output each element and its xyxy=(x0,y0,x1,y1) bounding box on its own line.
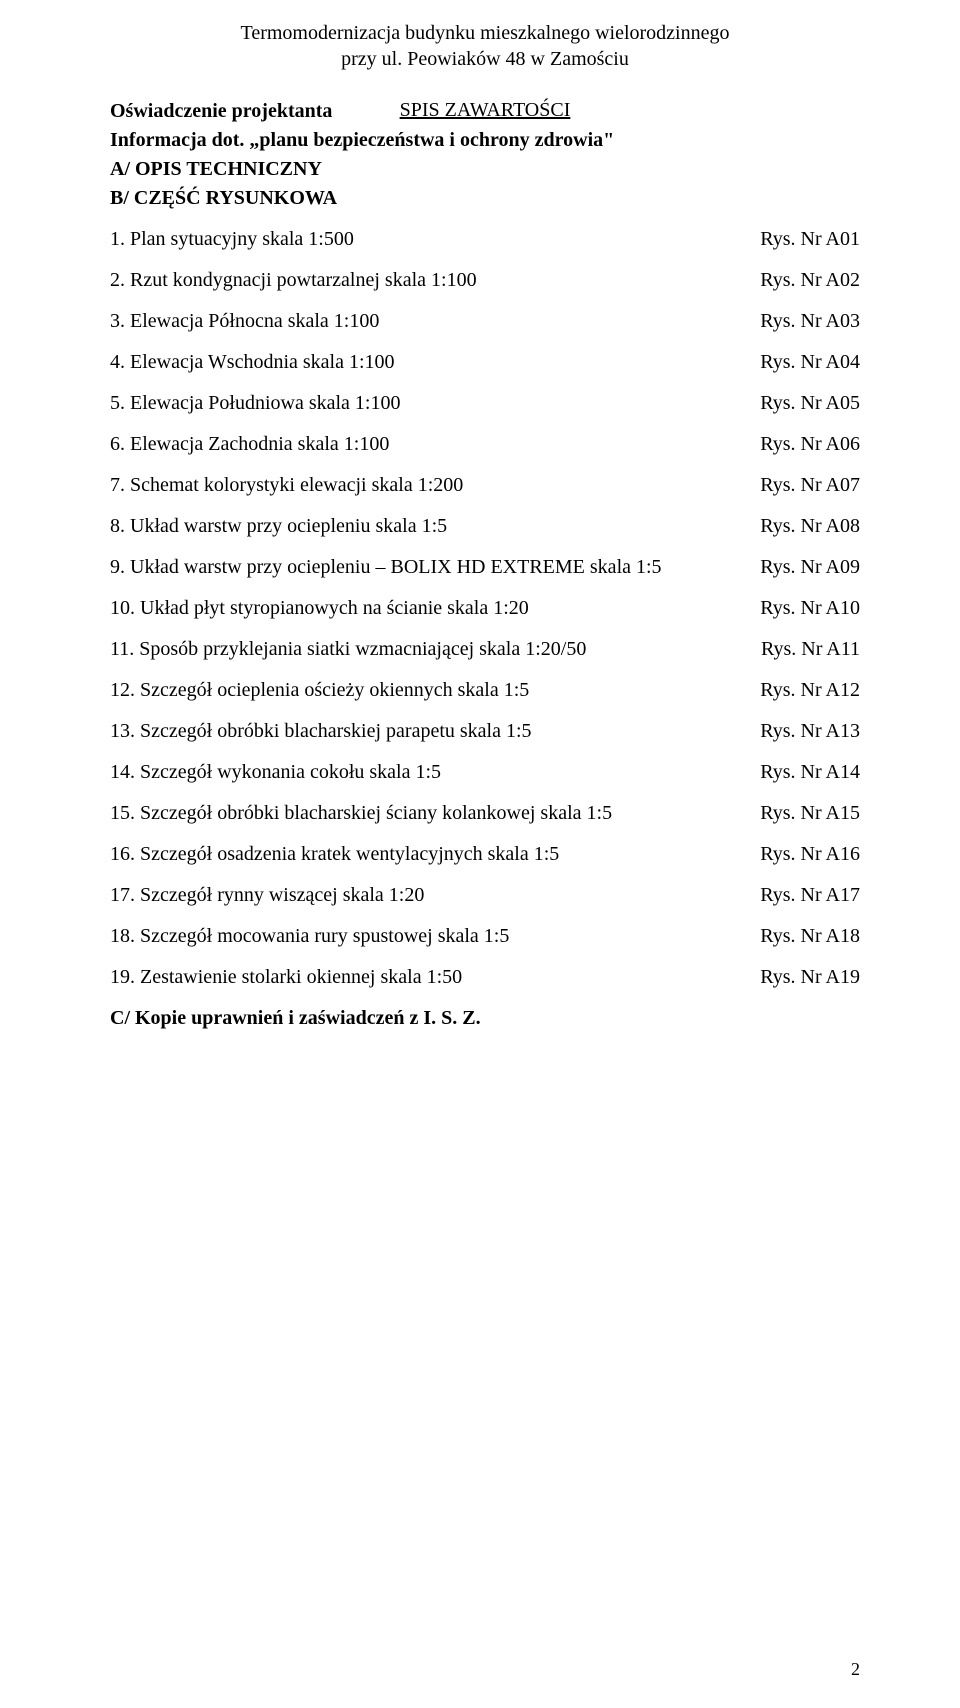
list-item: 4. Elewacja Wschodnia skala 1:100 Rys. N… xyxy=(110,351,860,374)
list-item: 5. Elewacja Południowa skala 1:100 Rys. … xyxy=(110,392,860,415)
list-item: 1. Plan sytuacyjny skala 1:500 Rys. Nr A… xyxy=(110,228,860,251)
list-item: 8. Układ warstw przy ociepleniu skala 1:… xyxy=(110,515,860,538)
list-item: 12. Szczegół ocieplenia ościeży okiennyc… xyxy=(110,679,860,702)
item-ref: Rys. Nr A12 xyxy=(760,679,860,702)
item-ref: Rys. Nr A01 xyxy=(760,228,860,251)
item-ref: Rys. Nr A13 xyxy=(760,720,860,743)
item-label: 15. Szczegół obróbki blacharskiej ściany… xyxy=(110,802,760,825)
document-header-line2: przy ul. Peowiaków 48 w Zamościu xyxy=(110,48,860,71)
item-label: 3. Elewacja Północna skala 1:100 xyxy=(110,310,760,333)
list-item: 10. Układ płyt styropianowych na ścianie… xyxy=(110,597,860,620)
item-label: 17. Szczegół rynny wiszącej skala 1:20 xyxy=(110,884,760,907)
item-label: 5. Elewacja Południowa skala 1:100 xyxy=(110,392,760,415)
item-ref: Rys. Nr A07 xyxy=(760,474,860,497)
list-item: 9. Układ warstw przy ociepleniu – BOLIX … xyxy=(110,556,860,579)
document-page: Termomodernizacja budynku mieszkalnego w… xyxy=(0,0,960,1708)
intro-line-2: Informacja dot. „planu bezpieczeństwa i … xyxy=(110,129,860,152)
list-item: 18. Szczegół mocowania rury spustowej sk… xyxy=(110,925,860,948)
item-label: 10. Układ płyt styropianowych na ścianie… xyxy=(110,597,760,620)
list-item: 13. Szczegół obróbki blacharskiej parape… xyxy=(110,720,860,743)
item-label: 16. Szczegół osadzenia kratek wentylacyj… xyxy=(110,843,760,866)
item-ref: Rys. Nr A04 xyxy=(760,351,860,374)
intro-line-3: A/ OPIS TECHNICZNY xyxy=(110,158,860,181)
item-ref: Rys. Nr A18 xyxy=(760,925,860,948)
list-item: 14. Szczegół wykonania cokołu skala 1:5 … xyxy=(110,761,860,784)
list-item: 16. Szczegół osadzenia kratek wentylacyj… xyxy=(110,843,860,866)
item-label: 18. Szczegół mocowania rury spustowej sk… xyxy=(110,925,760,948)
item-label: 14. Szczegół wykonania cokołu skala 1:5 xyxy=(110,761,760,784)
item-label: 13. Szczegół obróbki blacharskiej parape… xyxy=(110,720,760,743)
list-item: 15. Szczegół obróbki blacharskiej ściany… xyxy=(110,802,860,825)
item-label: 19. Zestawienie stolarki okiennej skala … xyxy=(110,966,760,989)
item-label: 8. Układ warstw przy ociepleniu skala 1:… xyxy=(110,515,760,538)
item-label: 12. Szczegół ocieplenia ościeży okiennyc… xyxy=(110,679,760,702)
item-ref: Rys. Nr A10 xyxy=(760,597,860,620)
list-item: 17. Szczegół rynny wiszącej skala 1:20 R… xyxy=(110,884,860,907)
document-header-line1: Termomodernizacja budynku mieszkalnego w… xyxy=(110,20,860,46)
item-label: 11. Sposób przyklejania siatki wzmacniaj… xyxy=(110,638,761,661)
list-item: 2. Rzut kondygnacji powtarzalnej skala 1… xyxy=(110,269,860,292)
list-item: 3. Elewacja Północna skala 1:100 Rys. Nr… xyxy=(110,310,860,333)
item-label: 1. Plan sytuacyjny skala 1:500 xyxy=(110,228,760,251)
item-ref: Rys. Nr A05 xyxy=(760,392,860,415)
item-label: 7. Schemat kolorystyki elewacji skala 1:… xyxy=(110,474,760,497)
item-ref: Rys. Nr A16 xyxy=(760,843,860,866)
item-label: 2. Rzut kondygnacji powtarzalnej skala 1… xyxy=(110,269,760,292)
item-ref: Rys. Nr A09 xyxy=(760,556,860,579)
page-number: 2 xyxy=(851,1659,860,1680)
list-item: 19. Zestawienie stolarki okiennej skala … xyxy=(110,966,860,989)
intro-line-4: B/ CZĘŚĆ RYSUNKOWA xyxy=(110,187,860,210)
item-ref: Rys. Nr A08 xyxy=(760,515,860,538)
item-label: 9. Układ warstw przy ociepleniu – BOLIX … xyxy=(110,556,760,579)
list-item: 11. Sposób przyklejania siatki wzmacniaj… xyxy=(110,638,860,661)
item-ref: Rys. Nr A11 xyxy=(761,638,860,661)
footer-section-line: C/ Kopie uprawnień i zaświadczeń z I. S.… xyxy=(110,1007,860,1030)
item-label: 6. Elewacja Zachodnia skala 1:100 xyxy=(110,433,760,456)
list-item: 7. Schemat kolorystyki elewacji skala 1:… xyxy=(110,474,860,497)
item-ref: Rys. Nr A15 xyxy=(760,802,860,825)
item-ref: Rys. Nr A14 xyxy=(760,761,860,784)
item-ref: Rys. Nr A02 xyxy=(760,269,860,292)
item-ref: Rys. Nr A06 xyxy=(760,433,860,456)
item-label: 4. Elewacja Wschodnia skala 1:100 xyxy=(110,351,760,374)
item-ref: Rys. Nr A19 xyxy=(760,966,860,989)
item-ref: Rys. Nr A03 xyxy=(760,310,860,333)
item-ref: Rys. Nr A17 xyxy=(760,884,860,907)
list-item: 6. Elewacja Zachodnia skala 1:100 Rys. N… xyxy=(110,433,860,456)
